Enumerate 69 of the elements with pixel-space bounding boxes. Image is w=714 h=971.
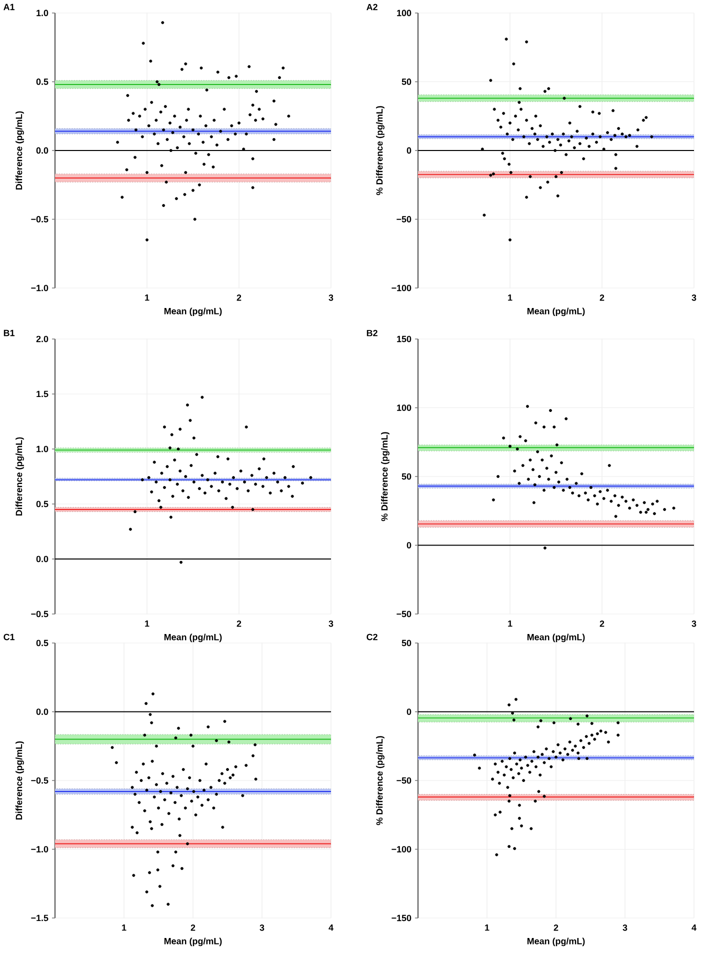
y-tick-label: 0.0 — [36, 708, 48, 715]
x-tick-label: 1 — [508, 620, 512, 627]
y-axis-title: % Difference (pg/mL) — [381, 432, 390, 522]
x-tick-label: 2 — [190, 924, 196, 931]
y-tick-label: 1.0 — [36, 10, 48, 16]
x-axis-title: Mean (pg/mL) — [527, 308, 585, 316]
x-axis-title: Mean (pg/mL) — [164, 938, 222, 946]
x-tick-label: 2 — [236, 620, 242, 627]
y-tick-label: 150 — [397, 336, 412, 342]
x-axis-title: Mean (pg/mL) — [164, 634, 222, 642]
x-tick-label: 1 — [145, 620, 150, 627]
x-tick-label: 4 — [328, 924, 334, 931]
x-tick-label: 1 — [485, 924, 490, 931]
chart-title: B2 — [366, 330, 378, 336]
x-tick-label: 3 — [328, 620, 334, 627]
chart-title: A1 — [4, 4, 15, 10]
x-tick-label: 3 — [260, 924, 264, 931]
x-tick-label: 2 — [600, 294, 604, 301]
x-tick-label: 2 — [554, 924, 558, 931]
y-tick-label: 1.5 — [36, 390, 48, 398]
x-axis-title: Mean (pg/mL) — [527, 938, 585, 946]
y-tick-label: 50 — [402, 473, 412, 480]
y-tick-label: −0.5 — [31, 216, 48, 222]
y-tick-label: −1.0 — [31, 284, 48, 292]
y-tick-label: −0.5 — [31, 610, 48, 618]
y-tick-label: 0 — [406, 708, 412, 715]
x-tick-label: 2 — [236, 294, 242, 301]
y-tick-label: 0 — [406, 147, 412, 154]
x-axis-title: Mean (pg/mL) — [527, 634, 585, 642]
y-tick-label: −50 — [396, 777, 412, 784]
y-tick-label: −1.0 — [31, 846, 48, 852]
y-tick-label: 1.0 — [36, 446, 48, 452]
y-axis-title: Difference (pg/mL) — [16, 741, 24, 820]
x-tick-label: 1 — [145, 294, 150, 301]
y-tick-label: 0.5 — [36, 640, 48, 646]
chart-title: C2 — [366, 634, 378, 640]
x-axis-title: Mean (pg/mL) — [164, 308, 222, 316]
y-axis-title: % Difference (pg/mL) — [376, 106, 384, 196]
x-tick-label: 3 — [328, 294, 334, 301]
y-tick-label: 0 — [406, 542, 412, 548]
y-tick-label: 0.5 — [36, 500, 48, 508]
y-axis-title: Difference (pg/mL) — [16, 437, 24, 516]
y-tick-label: 2.0 — [36, 336, 48, 342]
y-tick-label: 0.5 — [36, 78, 48, 85]
x-tick-label: 1 — [508, 294, 512, 301]
y-tick-label: 50 — [402, 78, 412, 85]
chart-title: B1 — [4, 330, 15, 336]
x-tick-label: 2 — [600, 620, 604, 627]
y-tick-label: −1.5 — [31, 914, 48, 922]
y-tick-label: −100 — [392, 284, 412, 292]
y-tick-label: −0.5 — [31, 777, 48, 784]
chart-title: A2 — [366, 4, 378, 10]
x-tick-label: 3 — [692, 294, 696, 301]
y-tick-label: 50 — [402, 640, 412, 646]
y-axis-title: Difference (pg/mL) — [16, 111, 24, 190]
y-tick-label: 100 — [397, 404, 412, 411]
y-tick-label: −150 — [392, 914, 412, 922]
y-tick-label: 0.0 — [36, 556, 48, 562]
x-tick-label: 4 — [692, 924, 696, 931]
y-tick-label: −50 — [396, 216, 412, 222]
x-tick-label: 3 — [692, 620, 696, 627]
x-tick-label: 3 — [622, 924, 628, 931]
y-tick-label: −50 — [396, 610, 412, 618]
y-tick-label: −100 — [392, 846, 412, 852]
y-axis-title: % Difference (pg/mL) — [376, 736, 384, 826]
y-tick-label: 100 — [397, 10, 412, 16]
chart-title: C1 — [4, 634, 15, 640]
y-tick-label: 0.0 — [36, 147, 48, 154]
x-tick-label: 1 — [122, 924, 126, 931]
